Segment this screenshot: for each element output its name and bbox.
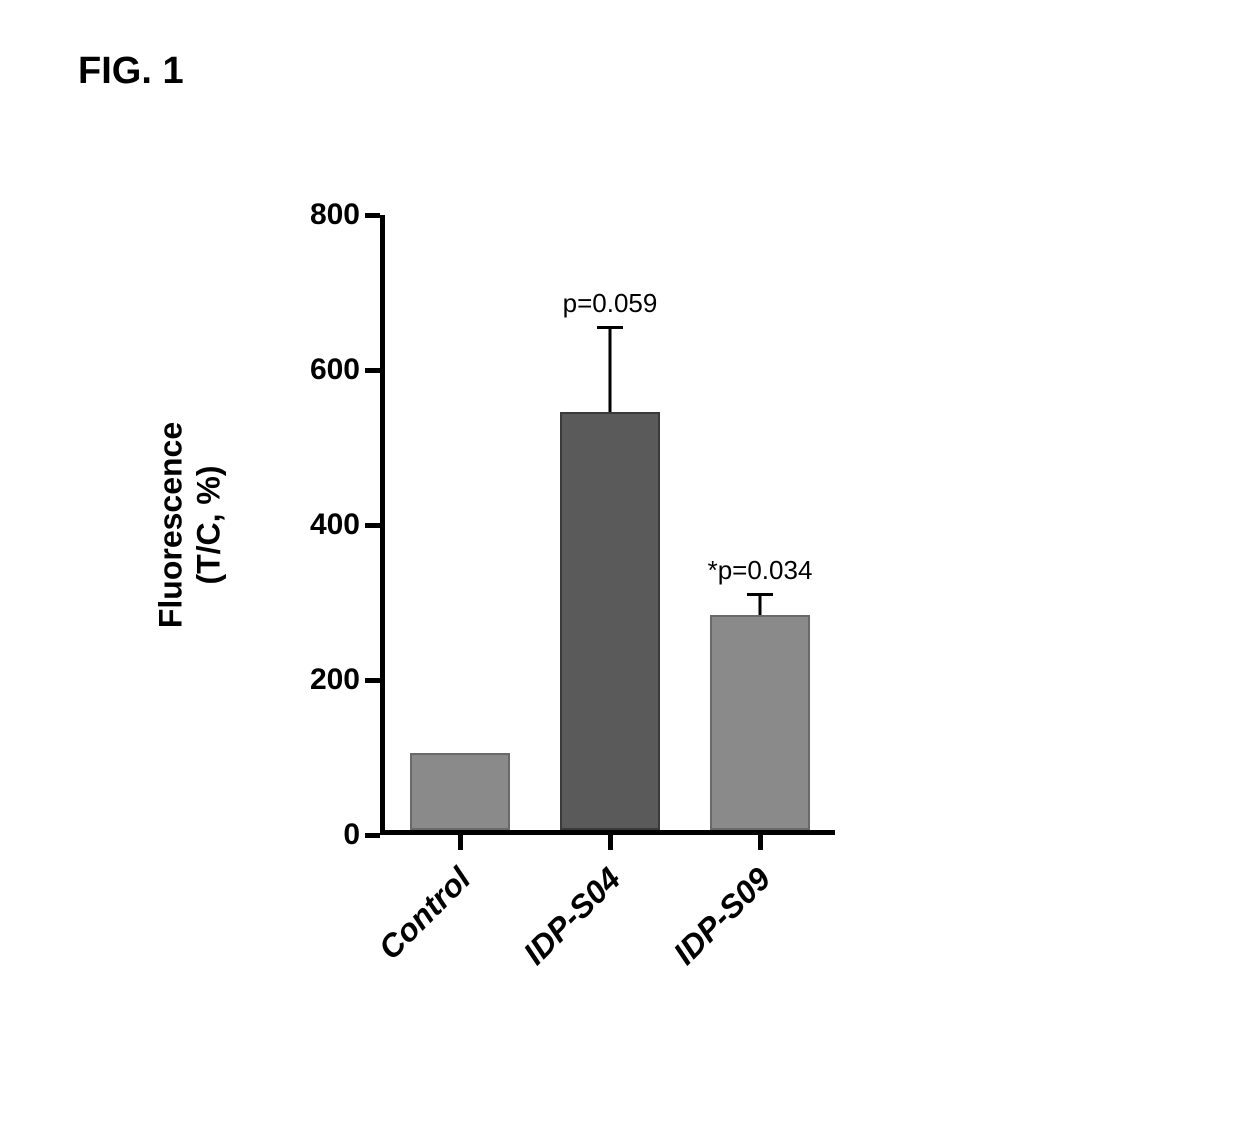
x-tick-label: IDP-S09 [625,860,778,1013]
y-tick [365,523,380,528]
y-tick [365,368,380,373]
y-tick [365,833,380,838]
x-tick [608,835,613,850]
y-tick-label: 600 [292,353,360,387]
p-value-label: *p=0.034 [708,555,813,586]
y-axis-line [380,215,385,835]
y-tick-label: 800 [292,198,360,232]
y-axis-title: Fluorescence (T/C, %) [152,422,229,628]
bar-idp-s04 [560,412,660,831]
bar-chart: Fluorescence (T/C, %) 0200400600800 p=0.… [170,215,1040,1115]
x-tick-label: IDP-S04 [475,860,628,1013]
error-cap [747,593,773,596]
y-tick-label: 200 [292,663,360,697]
bar-idp-s09 [710,615,810,830]
error-line [609,326,612,411]
bar-control [410,753,510,831]
y-tick-label: 0 [292,818,360,852]
x-tick [458,835,463,850]
error-cap [597,326,623,329]
y-tick-label: 400 [292,508,360,542]
error-line [759,593,762,615]
y-axis-title-line2: (T/C, %) [191,465,227,584]
y-tick [365,213,380,218]
x-tick-label: Control [325,860,478,1013]
y-tick [365,678,380,683]
p-value-label: p=0.059 [563,288,658,319]
plot-area: 0200400600800 p=0.059*p=0.034 ControlIDP… [380,215,940,835]
x-tick [758,835,763,850]
figure-title: FIG. 1 [78,50,184,93]
y-axis-title-line1: Fluorescence [153,422,189,628]
